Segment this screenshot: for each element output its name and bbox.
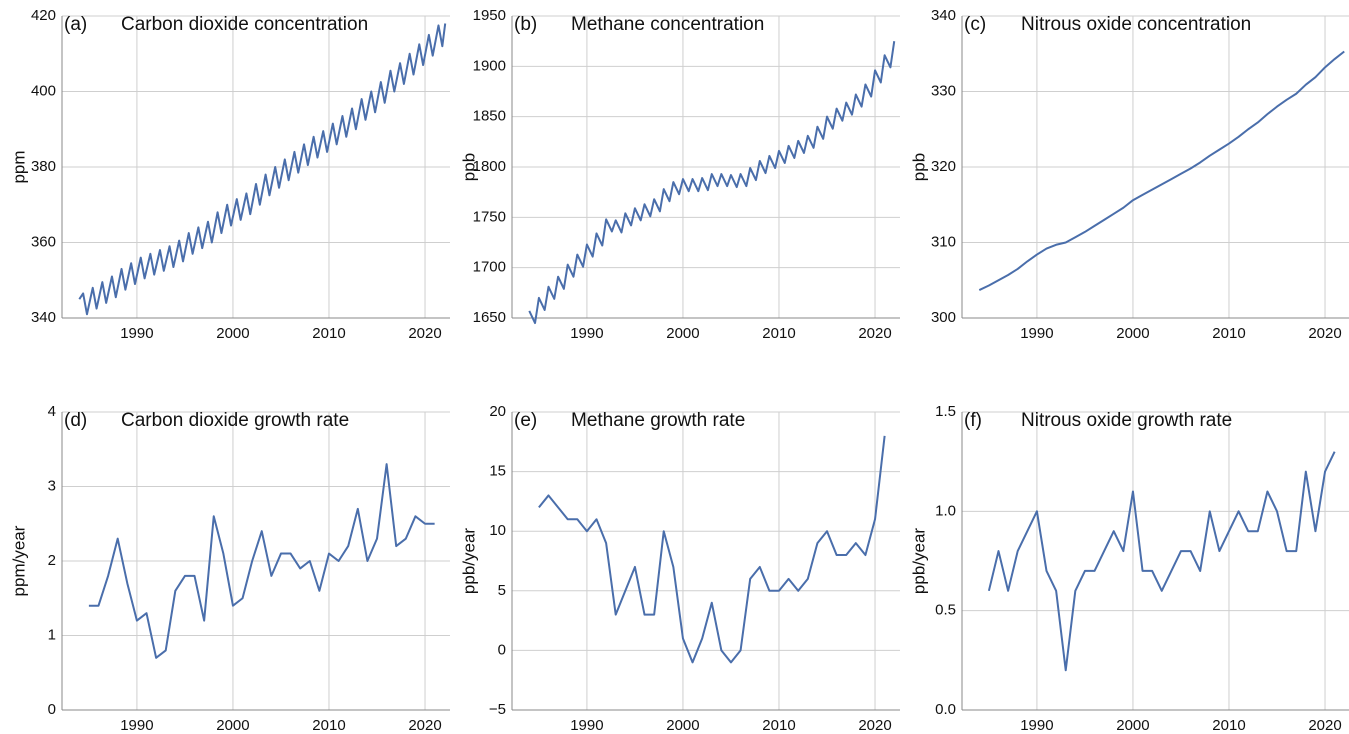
x-tick-label: 2010 [1212,717,1245,734]
chart-title: Nitrous oxide concentration [1021,14,1251,35]
y-axis-label: ppm/year [9,525,28,596]
y-tick-label: 1900 [473,57,506,74]
x-tick-label: 1990 [120,325,153,342]
y-tick-label: 310 [931,233,956,250]
x-tick-label: 2010 [762,717,795,734]
x-tick-label: 1990 [570,325,603,342]
y-tick-label: 400 [31,82,56,99]
chart-title: Methane growth rate [571,410,745,431]
y-axis-label: ppb/year [459,528,478,594]
y-tick-label: 0.0 [935,701,956,718]
x-tick-label: 1990 [1020,717,1053,734]
data-line [987,451,1336,672]
y-tick-label: 20 [489,403,506,420]
y-tick-label: 1650 [473,309,506,326]
y-tick-label: 340 [31,309,56,326]
y-axis-label: ppm [9,150,28,183]
y-tick-label: 1800 [473,158,506,175]
chart-title: Carbon dioxide concentration [121,14,368,35]
y-tick-label: 10 [489,522,506,539]
panel-label: (e) [514,410,537,431]
y-tick-label: 1700 [473,259,506,276]
x-tick-label: 2000 [1116,325,1149,342]
y-tick-label: −5 [489,701,506,718]
y-tick-label: 3 [48,477,56,494]
y-tick-label: 0 [48,701,56,718]
x-tick-label: 2000 [216,717,249,734]
x-tick-label: 2020 [858,717,891,734]
x-tick-label: 2020 [1308,717,1341,734]
x-tick-label: 2000 [666,325,699,342]
x-tick-label: 2020 [408,717,441,734]
panel-label: (d) [64,410,87,431]
data-line [528,41,896,325]
panel-label: (c) [964,14,986,35]
data-line [538,435,886,664]
y-axis-label: ppb [459,153,478,181]
y-tick-label: 380 [31,158,56,175]
panel-label: (a) [64,14,87,35]
y-tick-label: 320 [931,158,956,175]
y-tick-label: 15 [489,463,506,480]
x-tick-label: 2010 [312,325,345,342]
x-tick-label: 2000 [216,325,249,342]
y-tick-label: 1850 [473,108,506,125]
panel-label: (f) [964,410,982,431]
chart-title: Nitrous oxide growth rate [1021,410,1232,431]
x-tick-label: 1990 [1020,325,1053,342]
x-tick-label: 2020 [408,325,441,342]
x-tick-label: 2000 [666,717,699,734]
y-tick-label: 1 [48,626,56,643]
y-tick-label: 1950 [473,7,506,24]
y-tick-label: 1.0 [935,502,956,519]
x-tick-label: 2020 [1308,325,1341,342]
y-tick-label: 1750 [473,208,506,225]
x-tick-label: 2010 [762,325,795,342]
data-line [978,50,1345,291]
x-tick-label: 1990 [570,717,603,734]
data-line [88,463,435,659]
y-tick-label: 420 [31,7,56,24]
panel-label: (b) [514,14,537,35]
y-tick-label: 340 [931,7,956,24]
y-axis-label: ppb [909,153,928,181]
y-tick-label: 4 [48,403,56,420]
y-tick-label: 330 [931,82,956,99]
x-tick-label: 2010 [1212,325,1245,342]
x-tick-label: 1990 [120,717,153,734]
x-tick-label: 2020 [858,325,891,342]
y-tick-label: 360 [31,233,56,250]
y-tick-label: 0 [498,641,506,658]
y-tick-label: 1.5 [935,403,956,420]
chart-title: Methane concentration [571,14,764,35]
chart-title: Carbon dioxide growth rate [121,410,349,431]
x-tick-label: 2000 [1116,717,1149,734]
y-axis-label: ppb/year [909,528,928,594]
data-line [78,23,447,316]
y-tick-label: 5 [498,582,506,599]
x-tick-label: 2010 [312,717,345,734]
y-tick-label: 300 [931,309,956,326]
y-tick-label: 0.5 [935,602,956,619]
y-tick-label: 2 [48,552,56,569]
